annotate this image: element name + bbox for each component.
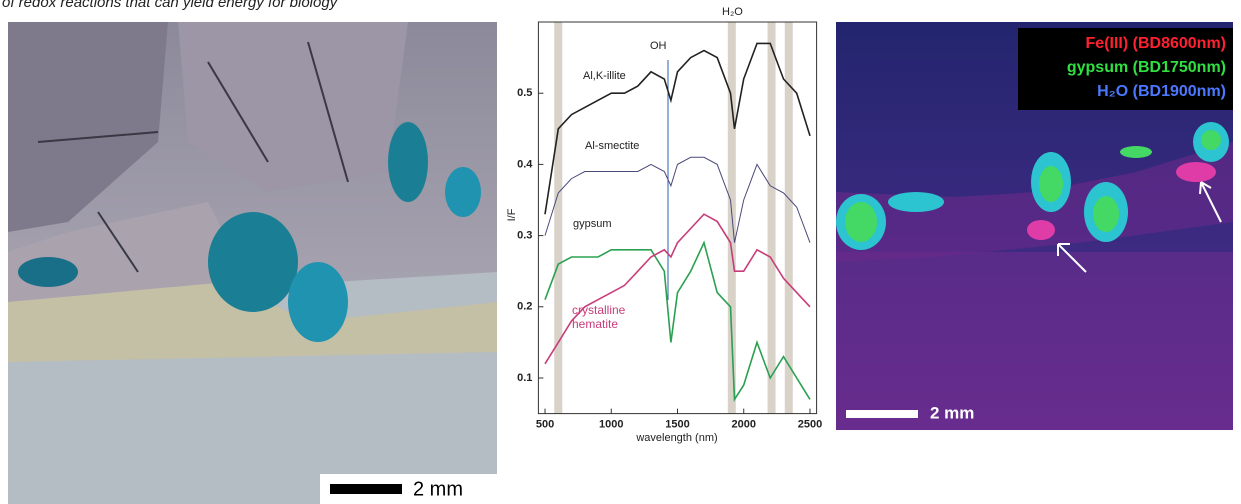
- y-tick-label: 0.5: [517, 87, 532, 99]
- left-photo: 2 mm: [8, 22, 497, 504]
- y-axis-label: I/F: [506, 208, 518, 221]
- x-tick-label: 1500: [665, 419, 689, 431]
- x-tick-label: 2000: [731, 419, 755, 431]
- shaded-band: [768, 22, 776, 414]
- y-tick-label: 0.3: [517, 230, 532, 242]
- x-tick-label: 500: [536, 419, 554, 431]
- series-label: Al-smectite: [585, 140, 639, 152]
- x-axis-label: wavelength (nm): [635, 432, 717, 444]
- annotation: H₂O: [722, 6, 743, 18]
- legend-entry: gypsum (BD1750nm): [1067, 59, 1226, 76]
- series-label: Al,K-illite: [583, 70, 626, 82]
- right-map: 2 mm Fe(III) (BD8600nm) gypsum (BD1750nm)…: [836, 22, 1233, 430]
- scale-label: 2 mm: [413, 478, 463, 500]
- y-tick-label: 0.2: [517, 301, 532, 313]
- x-tick-label: 1000: [599, 419, 623, 431]
- x-tick-label: 2500: [798, 419, 822, 431]
- legend-entry: H₂O (BD1900nm): [1097, 83, 1226, 100]
- y-tick-label: 0.4: [517, 158, 533, 170]
- caption: of redox reactions that can yield energy…: [2, 0, 337, 11]
- scale-label: 2 mm: [930, 403, 974, 422]
- spectra-chart: OH H₂O I/F wavelength (nm) 0.1 0.2 0.3 0.4 0…: [500, 0, 830, 445]
- page: of redox reactions that can yield energy…: [0, 0, 1241, 504]
- legend-entry: Fe(III) (BD8600nm): [1086, 35, 1226, 52]
- annotation: OH: [650, 40, 667, 52]
- y-tick-label: 0.1: [517, 372, 532, 384]
- series-label: gypsum: [573, 218, 612, 230]
- series-label: crystalline hematite: [572, 303, 642, 331]
- shaded-band: [554, 22, 562, 414]
